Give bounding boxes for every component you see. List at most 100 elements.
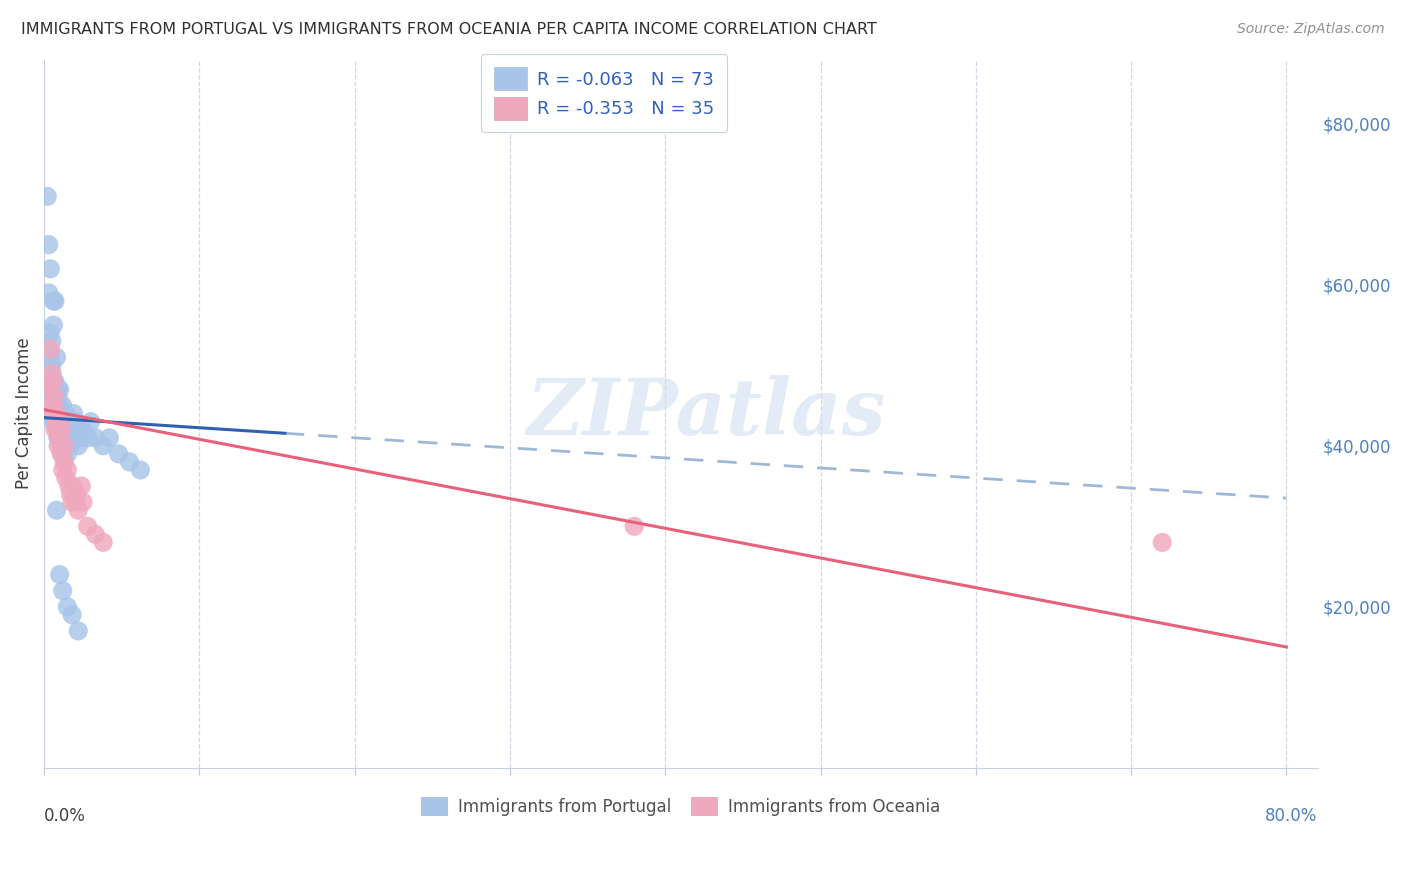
Point [67,624,90,638]
Point [53,439,76,453]
Point [59,439,82,453]
Point [129,463,152,477]
Point [48,567,70,582]
Y-axis label: Per Capita Income: Per Capita Income [15,338,32,490]
Point [41,367,63,381]
Point [42,375,65,389]
Point [53,431,76,445]
Point [56,447,79,461]
Point [41,334,63,349]
Text: IMMIGRANTS FROM PORTUGAL VS IMMIGRANTS FROM OCEANIA PER CAPITA INCOME CORRELATIO: IMMIGRANTS FROM PORTUGAL VS IMMIGRANTS F… [21,22,877,37]
Point [623,519,645,533]
Point [69,423,91,437]
Point [45,503,67,517]
Point [72,423,94,437]
Point [42,383,65,397]
Point [46,391,69,405]
Point [48,415,70,429]
Point [56,599,79,614]
Point [44,293,66,308]
Point [46,383,69,397]
Point [38,237,60,252]
Point [41,359,63,373]
Point [107,447,129,461]
Point [46,431,69,445]
Point [59,487,82,501]
Point [52,415,75,429]
Point [62,407,84,421]
Point [44,375,66,389]
Point [51,439,73,453]
Point [38,383,60,397]
Point [66,487,89,501]
Point [46,439,69,453]
Point [46,423,69,437]
Point [91,535,114,549]
Point [52,463,75,477]
Point [55,471,77,485]
Point [39,261,62,276]
Point [48,383,70,397]
Point [67,503,90,517]
Point [38,383,60,397]
Point [48,399,70,413]
Point [52,447,75,461]
Point [70,431,93,445]
Point [51,423,73,437]
Point [56,423,79,437]
Point [62,479,84,493]
Point [48,431,70,445]
Point [56,463,79,477]
Point [63,495,86,509]
Point [91,439,114,453]
Point [55,407,77,421]
Point [45,415,67,429]
Point [48,415,70,429]
Point [39,351,62,365]
Point [52,431,75,445]
Point [70,479,93,493]
Point [72,495,94,509]
Point [53,407,76,421]
Point [46,431,69,445]
Point [41,367,63,381]
Point [45,383,67,397]
Point [45,351,67,365]
Point [51,447,73,461]
Point [46,415,69,429]
Point [118,455,141,469]
Point [58,415,80,429]
Point [48,431,70,445]
Point [39,326,62,341]
Point [98,431,121,445]
Point [1152,535,1174,549]
Point [42,415,65,429]
Point [45,415,67,429]
Point [80,415,103,429]
Point [76,431,98,445]
Text: ZIPatlas: ZIPatlas [527,376,886,452]
Point [44,391,66,405]
Point [52,399,75,413]
Point [39,343,62,357]
Point [42,293,65,308]
Point [67,439,90,453]
Point [38,285,60,300]
Point [53,423,76,437]
Point [60,423,83,437]
Point [37,189,59,203]
Text: 0.0%: 0.0% [44,806,86,824]
Point [60,607,83,622]
Point [63,415,86,429]
Legend: Immigrants from Portugal, Immigrants from Oceania: Immigrants from Portugal, Immigrants fro… [415,790,946,823]
Point [53,455,76,469]
Text: 80.0%: 80.0% [1265,806,1317,824]
Point [44,407,66,421]
Point [60,495,83,509]
Point [42,407,65,421]
Point [42,318,65,333]
Point [37,407,59,421]
Point [41,399,63,413]
Point [44,423,66,437]
Point [45,407,67,421]
